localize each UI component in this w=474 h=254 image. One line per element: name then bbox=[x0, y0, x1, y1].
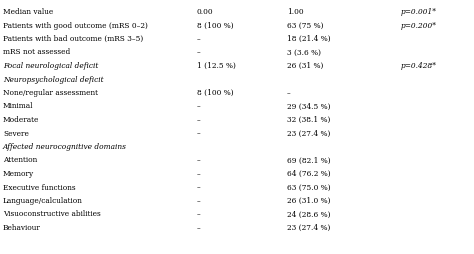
Text: –: – bbox=[197, 35, 201, 43]
Text: 23 (27.4 %): 23 (27.4 %) bbox=[287, 223, 330, 231]
Text: Memory: Memory bbox=[3, 169, 34, 177]
Text: Median value: Median value bbox=[3, 8, 53, 16]
Text: 8 (100 %): 8 (100 %) bbox=[197, 89, 233, 97]
Text: p=0.001*: p=0.001* bbox=[401, 8, 437, 16]
Text: Minimal: Minimal bbox=[3, 102, 34, 110]
Text: –: – bbox=[197, 102, 201, 110]
Text: mRS not assessed: mRS not assessed bbox=[3, 48, 70, 56]
Text: Neuropsychological deficit: Neuropsychological deficit bbox=[3, 75, 104, 83]
Text: Affected neurocognitive domains: Affected neurocognitive domains bbox=[3, 142, 127, 150]
Text: 8 (100 %): 8 (100 %) bbox=[197, 21, 233, 29]
Text: Patients with bad outcome (mRS 3–5): Patients with bad outcome (mRS 3–5) bbox=[3, 35, 143, 43]
Text: –: – bbox=[197, 129, 201, 137]
Text: 26 (31 %): 26 (31 %) bbox=[287, 62, 323, 70]
Text: Behaviour: Behaviour bbox=[3, 223, 41, 231]
Text: 1.00: 1.00 bbox=[287, 8, 303, 16]
Text: Visuoconstructive abilities: Visuoconstructive abilities bbox=[3, 210, 101, 218]
Text: –: – bbox=[197, 48, 201, 56]
Text: 24 (28.6 %): 24 (28.6 %) bbox=[287, 210, 330, 218]
Text: Moderate: Moderate bbox=[3, 116, 39, 123]
Text: Attention: Attention bbox=[3, 156, 37, 164]
Text: Patients with good outcome (mRS 0–2): Patients with good outcome (mRS 0–2) bbox=[3, 21, 148, 29]
Text: Focal neurological deficit: Focal neurological deficit bbox=[3, 62, 99, 70]
Text: –: – bbox=[197, 169, 201, 177]
Text: 18 (21.4 %): 18 (21.4 %) bbox=[287, 35, 330, 43]
Text: 32 (38.1 %): 32 (38.1 %) bbox=[287, 116, 330, 123]
Text: 29 (34.5 %): 29 (34.5 %) bbox=[287, 102, 330, 110]
Text: 23 (27.4 %): 23 (27.4 %) bbox=[287, 129, 330, 137]
Text: 26 (31.0 %): 26 (31.0 %) bbox=[287, 196, 330, 204]
Text: –: – bbox=[197, 183, 201, 191]
Text: –: – bbox=[197, 210, 201, 218]
Text: –: – bbox=[197, 156, 201, 164]
Text: –: – bbox=[197, 116, 201, 123]
Text: Language/calculation: Language/calculation bbox=[3, 196, 83, 204]
Text: 1 (12.5 %): 1 (12.5 %) bbox=[197, 62, 236, 70]
Text: p=0.428*: p=0.428* bbox=[401, 62, 437, 70]
Text: 69 (82.1 %): 69 (82.1 %) bbox=[287, 156, 330, 164]
Text: 63 (75.0 %): 63 (75.0 %) bbox=[287, 183, 330, 191]
Text: 3 (3.6 %): 3 (3.6 %) bbox=[287, 48, 321, 56]
Text: 63 (75 %): 63 (75 %) bbox=[287, 21, 323, 29]
Text: 0.00: 0.00 bbox=[197, 8, 213, 16]
Text: None/regular assessment: None/regular assessment bbox=[3, 89, 98, 97]
Text: Severe: Severe bbox=[3, 129, 29, 137]
Text: –: – bbox=[197, 196, 201, 204]
Text: –: – bbox=[197, 223, 201, 231]
Text: p=0.200*: p=0.200* bbox=[401, 21, 437, 29]
Text: Executive functions: Executive functions bbox=[3, 183, 76, 191]
Text: –: – bbox=[287, 89, 291, 97]
Text: 64 (76.2 %): 64 (76.2 %) bbox=[287, 169, 330, 177]
